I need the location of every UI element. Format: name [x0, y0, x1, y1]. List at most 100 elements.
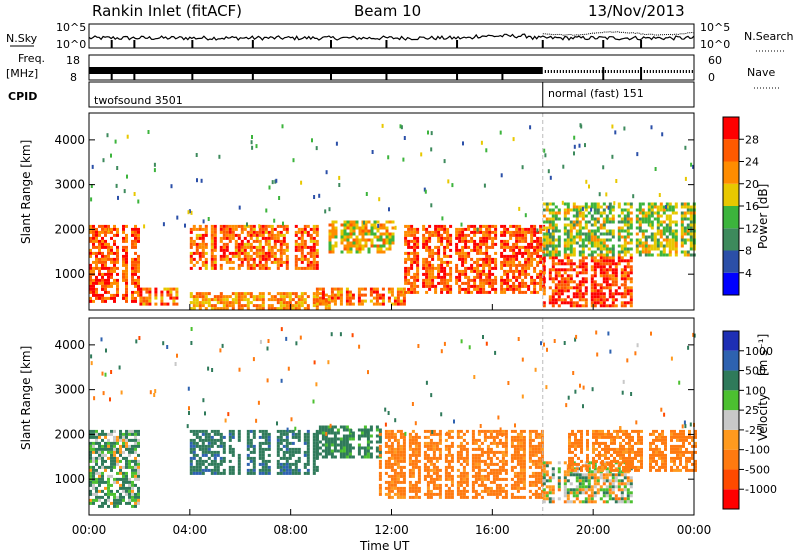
velocity-pixel: [402, 474, 406, 478]
power-pixel: [252, 263, 256, 267]
power-pixel: [122, 275, 125, 279]
velocity-pixel: [189, 468, 193, 472]
power-pixel: [515, 266, 519, 270]
velocity-pixel: [189, 471, 193, 475]
power-pixel: [611, 274, 615, 278]
velocity-pixel: [444, 438, 448, 442]
velocity-pixel: [119, 471, 122, 475]
power-pixel: [689, 223, 693, 227]
velocity-pixel: [348, 437, 352, 441]
power-pixel: [312, 260, 316, 264]
velocity-pixel: [444, 447, 448, 451]
power-pixel: [629, 259, 633, 263]
velocity-pixel: [321, 434, 325, 438]
power-pixel: [671, 247, 675, 251]
power-pixel: [683, 226, 687, 230]
velocity-pixel: [237, 468, 241, 472]
power-pixel: [539, 287, 543, 291]
power-pixel: [339, 293, 343, 297]
power-pixel: [210, 227, 214, 231]
power-pixel: [264, 263, 268, 267]
power-pixel: [336, 290, 340, 294]
velocity-pixel: [339, 443, 343, 447]
velocity-pixel: [414, 450, 418, 454]
velocity-pixel: [402, 492, 406, 496]
power-pixel: [551, 238, 555, 242]
power-pixel: [545, 235, 549, 239]
power-pixel: [653, 202, 657, 206]
power-pixel: [500, 239, 504, 243]
velocity-pixel: [540, 441, 544, 445]
velocity-pixel: [590, 485, 594, 489]
power-pixel: [143, 224, 146, 229]
power-pixel: [195, 301, 199, 305]
power-pixel: [258, 224, 261, 229]
power-pixel: [379, 223, 383, 227]
power-pixel: [569, 259, 573, 263]
power-pixel: [340, 235, 344, 239]
power-pixel: [578, 289, 582, 293]
power-pixel: [98, 224, 101, 228]
power-pixel: [261, 295, 265, 299]
power-pixel: [668, 229, 672, 233]
power-pixel: [95, 233, 98, 237]
velocity-pixel: [92, 456, 95, 460]
power-pixel: [671, 244, 675, 248]
velocity-pixel: [396, 486, 400, 490]
power-pixel: [399, 299, 403, 303]
velocity-pixel: [279, 435, 283, 439]
power-pixel: [587, 205, 591, 209]
power-pixel: [485, 275, 489, 279]
power-pixel: [261, 233, 265, 237]
power-pixel: [222, 230, 226, 234]
velocity-pixel: [258, 447, 262, 451]
power-pixel: [536, 275, 540, 279]
velocity-pixel: [210, 444, 214, 448]
velocity-pixel: [276, 459, 280, 463]
power-pixel: [605, 250, 609, 254]
velocity-pixel: [438, 435, 442, 439]
power-pixel: [210, 242, 214, 246]
power-pixel: [509, 260, 513, 264]
velocity-pixel: [462, 489, 466, 493]
power-pixel: [572, 241, 576, 245]
power-pixel: [351, 293, 355, 297]
power-pixel: [407, 272, 411, 276]
nave-dot: [646, 70, 648, 73]
power-pixel: [228, 233, 232, 237]
power-pixel: [605, 247, 609, 251]
power-pixel: [352, 232, 356, 236]
velocity-pixel: [128, 492, 131, 496]
power-pixel: [425, 236, 429, 240]
power-pixel: [279, 304, 283, 308]
power-pixel: [267, 245, 271, 249]
velocity-pixel: [465, 447, 469, 451]
power-pixel: [491, 284, 495, 288]
nave-dot: [664, 70, 666, 73]
power-pixel: [599, 286, 603, 290]
power-pixel: [437, 248, 441, 252]
velocity-pixel: [318, 452, 322, 456]
velocity-pixel: [456, 468, 460, 472]
power-pixel: [92, 242, 95, 246]
power-pixel: [641, 247, 645, 251]
power-pixel: [219, 254, 223, 258]
velocity-pixel: [216, 429, 220, 433]
velocity-pixel: [315, 465, 319, 469]
power-pixel: [569, 265, 573, 269]
velocity-pixel: [321, 449, 325, 453]
power-pixel: [551, 244, 555, 248]
velocity-pixel: [563, 470, 567, 474]
velocity-pixel: [557, 488, 561, 492]
power-pixel: [629, 217, 633, 221]
velocity-pixel: [101, 456, 104, 460]
velocity-pixel: [101, 474, 104, 478]
power-pixel: [551, 211, 555, 215]
power-pixel: [575, 274, 579, 278]
velocity-pixel: [107, 474, 110, 478]
power-pixel: [258, 292, 262, 296]
power-pixel: [566, 259, 570, 263]
power-pixel: [437, 224, 441, 228]
velocity-pixel: [444, 459, 448, 463]
power-pixel: [560, 274, 564, 278]
